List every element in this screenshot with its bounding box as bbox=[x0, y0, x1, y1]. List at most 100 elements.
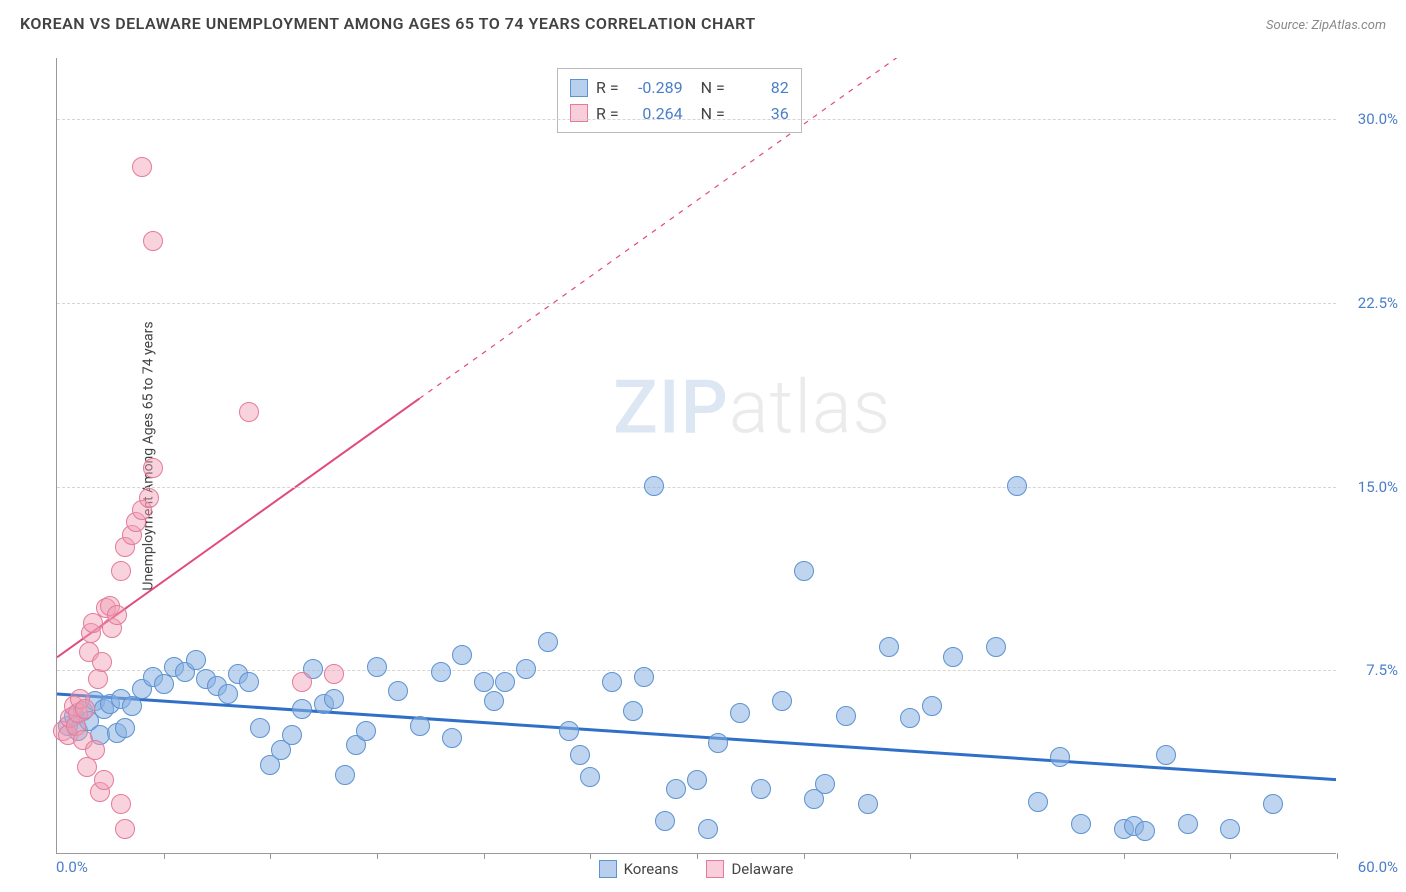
watermark-bold: ZIP bbox=[613, 364, 729, 451]
scatter-point bbox=[1007, 476, 1027, 496]
scatter-point bbox=[708, 733, 728, 753]
scatter-point bbox=[75, 699, 95, 719]
scatter-point bbox=[356, 721, 376, 741]
scatter-point bbox=[986, 637, 1006, 657]
scatter-point bbox=[324, 664, 344, 684]
correlation-row-koreans: R = -0.289 N = 82 bbox=[570, 75, 789, 101]
x-tick bbox=[1017, 853, 1018, 859]
scatter-point bbox=[239, 672, 259, 692]
chart-title: KOREAN VS DELAWARE UNEMPLOYMENT AMONG AG… bbox=[20, 14, 756, 33]
scatter-point bbox=[335, 765, 355, 785]
scatter-point bbox=[538, 632, 558, 652]
scatter-point bbox=[115, 718, 135, 738]
scatter-point bbox=[1050, 747, 1070, 767]
scatter-point bbox=[324, 689, 344, 709]
swatch-koreans bbox=[570, 79, 588, 97]
correlation-row-delaware: R = 0.264 N = 36 bbox=[570, 101, 789, 127]
watermark-light: atlas bbox=[729, 364, 891, 451]
scatter-point bbox=[815, 774, 835, 794]
legend-label-koreans: Koreans bbox=[624, 860, 679, 878]
scatter-point bbox=[484, 691, 504, 711]
scatter-point bbox=[442, 728, 462, 748]
x-tick bbox=[697, 853, 698, 859]
gridline-h bbox=[57, 487, 1336, 488]
scatter-point bbox=[495, 672, 515, 692]
scatter-point bbox=[143, 458, 163, 478]
scatter-point bbox=[186, 650, 206, 670]
gridline-h bbox=[57, 119, 1336, 120]
source-prefix: Source: bbox=[1266, 18, 1311, 33]
y-tick-label: 7.5% bbox=[1343, 661, 1398, 679]
scatter-point bbox=[218, 684, 238, 704]
n-label: N = bbox=[701, 75, 725, 101]
scatter-point bbox=[143, 231, 163, 251]
scatter-point bbox=[282, 725, 302, 745]
scatter-point bbox=[474, 672, 494, 692]
scatter-point bbox=[580, 767, 600, 787]
scatter-point bbox=[1263, 794, 1283, 814]
r-value-koreans: -0.289 bbox=[627, 75, 683, 101]
scatter-point bbox=[115, 819, 135, 839]
x-tick bbox=[1124, 853, 1125, 859]
legend-item-delaware: Delaware bbox=[706, 860, 793, 878]
scatter-point bbox=[879, 637, 899, 657]
scatter-point bbox=[836, 706, 856, 726]
chart-container: Unemployment Among Ages 65 to 74 years Z… bbox=[0, 46, 1406, 866]
r-value-delaware: 0.264 bbox=[627, 101, 683, 127]
scatter-point bbox=[88, 669, 108, 689]
scatter-point bbox=[77, 757, 97, 777]
scatter-point bbox=[644, 476, 664, 496]
x-tick bbox=[910, 853, 911, 859]
source-name: ZipAtlas.com bbox=[1311, 18, 1386, 33]
x-tick bbox=[590, 853, 591, 859]
scatter-point bbox=[1220, 819, 1240, 839]
scatter-point bbox=[634, 667, 654, 687]
scatter-point bbox=[602, 672, 622, 692]
source-attribution: Source: ZipAtlas.com bbox=[1266, 18, 1386, 33]
scatter-point bbox=[698, 819, 718, 839]
x-tick bbox=[1230, 853, 1231, 859]
n-value-koreans: 82 bbox=[733, 75, 789, 101]
scatter-point bbox=[943, 647, 963, 667]
scatter-point bbox=[410, 716, 430, 736]
swatch-koreans bbox=[599, 860, 617, 878]
y-tick-label: 15.0% bbox=[1343, 478, 1398, 496]
scatter-point bbox=[85, 740, 105, 760]
scatter-point bbox=[1178, 814, 1198, 834]
scatter-point bbox=[570, 745, 590, 765]
scatter-point bbox=[1156, 745, 1176, 765]
swatch-delaware bbox=[706, 860, 724, 878]
scatter-point bbox=[559, 721, 579, 741]
scatter-point bbox=[431, 662, 451, 682]
scatter-point bbox=[292, 699, 312, 719]
x-tick bbox=[1337, 853, 1338, 859]
scatter-point bbox=[132, 157, 152, 177]
r-label: R = bbox=[596, 101, 619, 127]
scatter-point bbox=[794, 561, 814, 581]
scatter-point bbox=[516, 659, 536, 679]
x-tick bbox=[270, 853, 271, 859]
y-tick-label: 22.5% bbox=[1343, 294, 1398, 312]
scatter-point bbox=[107, 605, 127, 625]
scatter-point bbox=[623, 701, 643, 721]
scatter-point bbox=[655, 811, 675, 831]
scatter-point bbox=[292, 672, 312, 692]
plot-area: ZIPatlas R = -0.289 N = 82 R = 0.264 N =… bbox=[56, 58, 1336, 854]
chart-header: KOREAN VS DELAWARE UNEMPLOYMENT AMONG AG… bbox=[20, 14, 1386, 33]
correlation-legend: R = -0.289 N = 82 R = 0.264 N = 36 bbox=[557, 68, 802, 133]
legend-item-koreans: Koreans bbox=[599, 860, 679, 878]
scatter-point bbox=[250, 718, 270, 738]
x-tick bbox=[804, 853, 805, 859]
scatter-point bbox=[139, 488, 159, 508]
gridline-h bbox=[57, 303, 1336, 304]
scatter-point bbox=[751, 779, 771, 799]
scatter-point bbox=[900, 708, 920, 728]
n-label: N = bbox=[701, 101, 725, 127]
scatter-point bbox=[239, 402, 259, 422]
y-tick-label: 30.0% bbox=[1343, 110, 1398, 128]
scatter-point bbox=[367, 657, 387, 677]
r-label: R = bbox=[596, 75, 619, 101]
scatter-point bbox=[1028, 792, 1048, 812]
scatter-point bbox=[730, 703, 750, 723]
scatter-point bbox=[111, 561, 131, 581]
